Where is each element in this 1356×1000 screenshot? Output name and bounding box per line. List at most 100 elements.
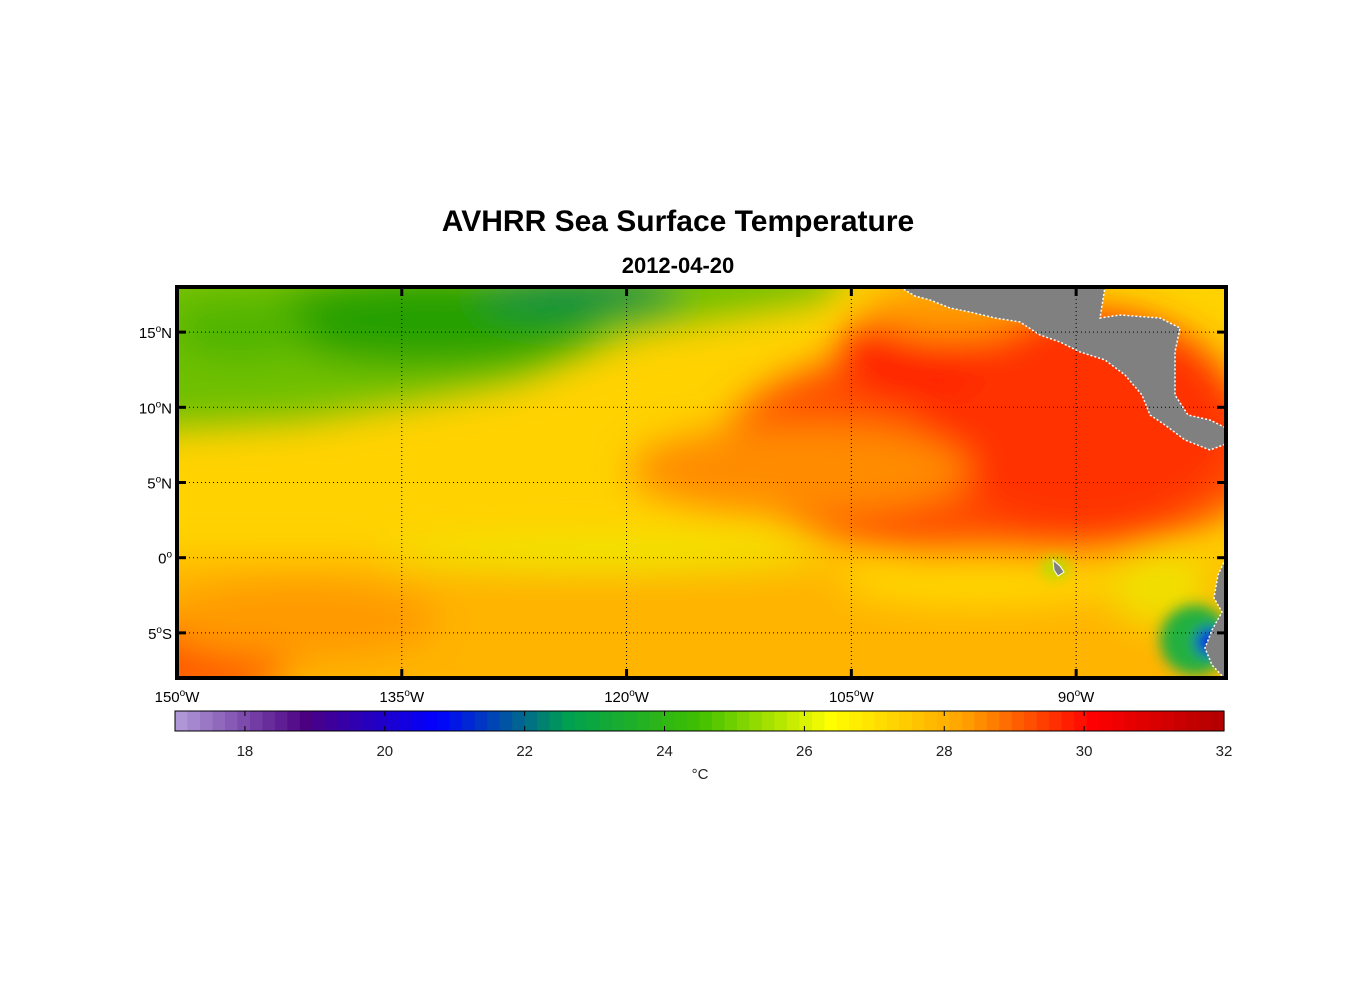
- colorbar-segment: [537, 711, 551, 731]
- colorbar-segment: [924, 711, 938, 731]
- colorbar-segment: [1061, 711, 1075, 731]
- colorbar-segment: [1186, 711, 1200, 731]
- colorbar-segment: [761, 711, 776, 731]
- colorbar-segment: [687, 711, 701, 731]
- colorbar-segment: [1211, 711, 1225, 731]
- colorbar-segment: [524, 711, 538, 731]
- colorbar-segment: [387, 711, 401, 731]
- colorbar-segment: [437, 711, 451, 731]
- colorbar-segment: [612, 711, 626, 731]
- colorbar-tick-label: 20: [376, 743, 393, 760]
- colorbar-segment: [224, 711, 239, 731]
- colorbar-segment: [711, 711, 726, 731]
- colorbar-segment: [212, 711, 226, 731]
- colorbar-segment: [949, 711, 963, 731]
- colorbar-segment: [199, 711, 214, 731]
- colorbar-segment: [649, 711, 663, 731]
- axis-ticks: 150oW 135oW 120oW 105oW 90oW 15oN 10oN 5oN 0o 5oS: [139, 287, 1226, 706]
- colorbar-segment: [699, 711, 713, 731]
- colorbar-segment: [1124, 711, 1138, 731]
- colorbar-segment: [911, 711, 925, 731]
- lat-tick-label: 5oS: [148, 625, 172, 643]
- colorbar-segment: [337, 711, 351, 731]
- colorbar-segment: [774, 711, 788, 731]
- colorbar-segment: [549, 711, 563, 731]
- colorbar-segment: [637, 711, 651, 731]
- colorbar-segment: [249, 711, 264, 731]
- colorbar-segment: [412, 711, 426, 731]
- colorbar-segment: [974, 711, 988, 731]
- land-south-america: [1204, 557, 1226, 678]
- colorbar-segment: [836, 711, 850, 731]
- colorbar-segment: [449, 711, 463, 731]
- lat-tick-label: 15oN: [139, 324, 172, 342]
- colorbar-segment: [187, 711, 201, 731]
- colorbar-segment: [936, 711, 950, 731]
- colorbar: 18 20 22 24 26 28 30 32 °C: [174, 710, 1233, 783]
- colorbar-segment: [1111, 711, 1125, 731]
- colorbar-segment: [1011, 711, 1025, 731]
- colorbar-segment: [1036, 711, 1050, 731]
- colorbar-segment: [849, 711, 863, 731]
- colorbar-segment: [324, 711, 338, 731]
- lon-tick-label: 90oW: [1058, 688, 1095, 706]
- lat-tick-label: 0o: [158, 550, 172, 568]
- colorbar-tick-label: 22: [516, 743, 533, 760]
- colorbar-tick-label: 18: [237, 743, 254, 760]
- lat-tick-label: 5oN: [147, 475, 172, 493]
- lon-tick-label: 120oW: [604, 688, 650, 706]
- colorbar-segment: [999, 711, 1013, 731]
- colorbar-segment: [487, 711, 501, 731]
- colorbar-tick-label: 28: [936, 743, 953, 760]
- colorbar-segment: [662, 711, 676, 731]
- lon-tick-label: 150oW: [155, 688, 201, 706]
- colorbar-segment: [362, 711, 376, 731]
- colorbar-tick-label: 32: [1216, 743, 1233, 760]
- lon-tick-label: 105oW: [829, 688, 875, 706]
- lat-tick-label: 10oN: [139, 399, 172, 417]
- colorbar-segment: [961, 711, 975, 731]
- colorbar-segment: [799, 711, 813, 731]
- colorbar-segment: [599, 711, 613, 731]
- colorbar-tick-label: 24: [656, 743, 673, 760]
- colorbar-frame: [174, 710, 1225, 732]
- sst-field: [177, 287, 1226, 678]
- colorbar-segment: [1049, 711, 1063, 731]
- colorbar-segment: [674, 711, 688, 731]
- colorbar-segment: [724, 711, 738, 731]
- colorbar-segment: [1074, 711, 1088, 731]
- colorbar-segment: [349, 711, 363, 731]
- colorbar-segment: [874, 711, 888, 731]
- chart-title: AVHRR Sea Surface Temperature: [441, 205, 915, 238]
- colorbar-segment: [274, 711, 288, 731]
- colorbar-segment: [424, 711, 438, 731]
- colorbar-segment: [262, 711, 276, 731]
- colorbar-segment: [462, 711, 476, 731]
- colorbar-segment: [1086, 711, 1100, 731]
- colorbar-segment: [562, 711, 576, 731]
- colorbar-segment: [237, 711, 251, 731]
- colorbar-segment: [1099, 711, 1113, 731]
- colorbar-segment: [287, 711, 301, 731]
- colorbar-segment: [1174, 711, 1188, 731]
- colorbar-segment: [824, 711, 838, 731]
- grid: [177, 287, 1226, 678]
- colorbar-segment: [474, 711, 488, 731]
- colorbar-segment: [736, 711, 751, 731]
- colorbar-segment: [587, 711, 601, 731]
- colorbar-segment: [512, 711, 526, 731]
- lon-tick-label: 135oW: [379, 688, 425, 706]
- colorbar-segment: [574, 711, 588, 731]
- colorbar-tick-label: 26: [796, 743, 813, 760]
- colorbar-segment: [1024, 711, 1038, 731]
- colorbar-segment: [749, 711, 763, 731]
- colorbar-segment: [899, 711, 913, 731]
- colorbar-label: °C: [692, 766, 709, 783]
- colorbar-segment: [499, 711, 513, 731]
- colorbar-tick-label: 30: [1076, 743, 1093, 760]
- colorbar-segment: [1149, 711, 1163, 731]
- colorbar-segment: [312, 711, 326, 731]
- colorbar-segment: [299, 711, 313, 731]
